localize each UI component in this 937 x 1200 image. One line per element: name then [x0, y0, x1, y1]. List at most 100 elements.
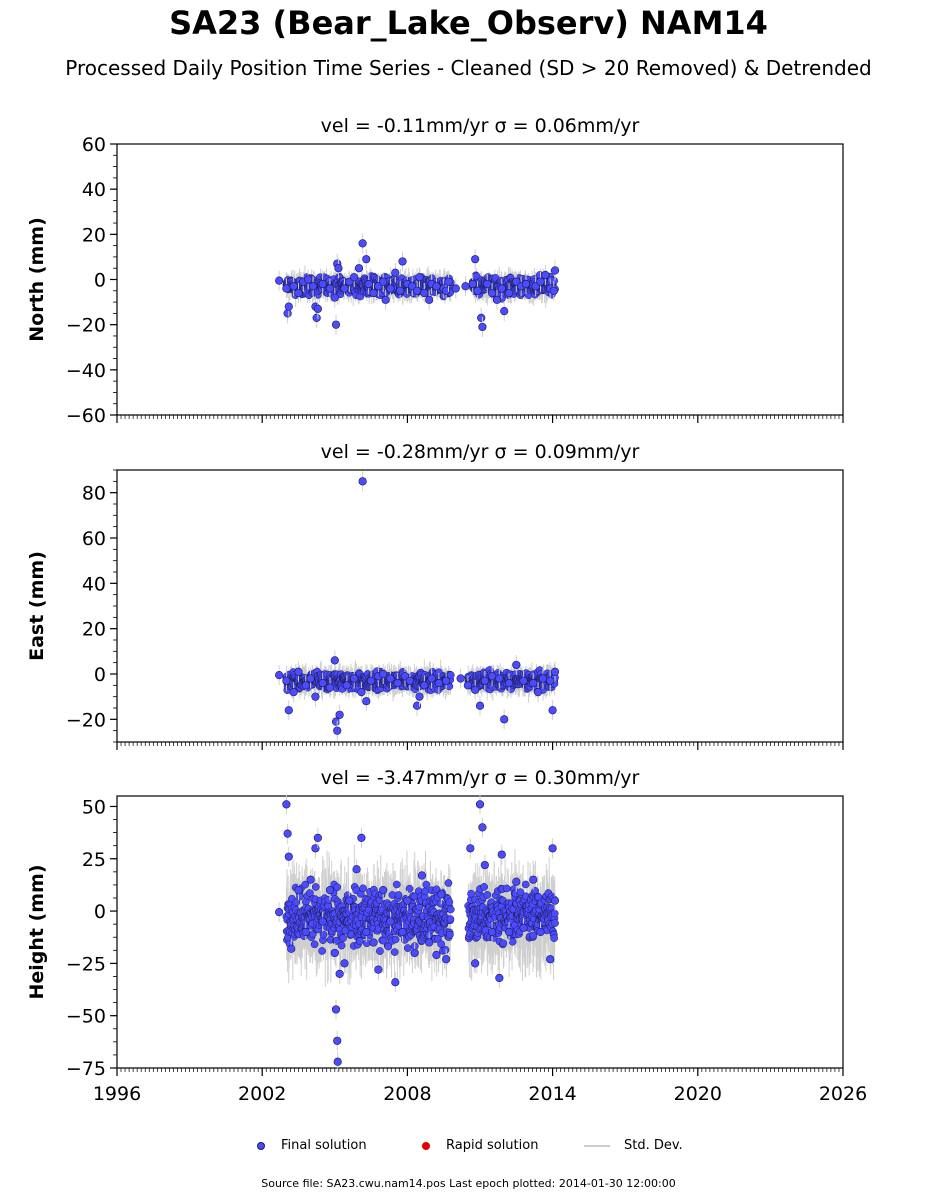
- data-point: [391, 268, 400, 277]
- data-point: [318, 279, 327, 289]
- data-point: [306, 674, 315, 683]
- data-point: [350, 674, 359, 683]
- data-point: [396, 286, 405, 295]
- panel-title: vel = -3.47mm/yr σ = 0.30mm/yr: [321, 767, 640, 789]
- data-point: [488, 672, 497, 681]
- data-point: [550, 667, 560, 676]
- y-tick-label: −25: [66, 953, 106, 975]
- panel-title: vel = -0.28mm/yr σ = 0.09mm/yr: [321, 441, 640, 463]
- data-point: [468, 279, 477, 289]
- data-point: [521, 279, 531, 289]
- data-point: [289, 688, 298, 697]
- data-point: [398, 257, 407, 266]
- data-point: [546, 676, 555, 685]
- data-point: [536, 277, 545, 286]
- data-point: [335, 710, 344, 719]
- data-point: [478, 322, 487, 332]
- data-point: [425, 295, 434, 304]
- data-point: [519, 676, 528, 685]
- data-point: [381, 295, 390, 304]
- y-tick-label: −20: [66, 709, 106, 731]
- data-point: [533, 688, 543, 697]
- data-point: [331, 320, 341, 329]
- data-point: [461, 282, 470, 291]
- data-point: [473, 286, 482, 295]
- data-point: [284, 706, 293, 715]
- figure-subtitle: Processed Daily Position Time Series - C…: [65, 56, 872, 80]
- data-point: [284, 302, 293, 311]
- data-point: [342, 681, 352, 690]
- data-point: [301, 681, 310, 690]
- y-tick-label: 40: [82, 179, 106, 201]
- data-point: [379, 277, 388, 286]
- data-point: [432, 282, 441, 291]
- x-tick-label: 2026: [819, 1083, 867, 1105]
- data-point: [330, 293, 339, 302]
- data-point: [294, 667, 303, 676]
- data-point: [313, 304, 322, 313]
- data-point: [358, 477, 367, 486]
- data-point: [420, 288, 429, 298]
- y-tick-label: 0: [94, 664, 106, 686]
- data-point: [442, 676, 451, 685]
- data-point: [415, 692, 424, 701]
- y-tick-label: 50: [82, 796, 106, 818]
- data-point: [500, 307, 509, 316]
- data-point: [334, 264, 343, 273]
- data-point: [386, 674, 395, 683]
- panel-title: vel = -0.11mm/yr σ = 0.06mm/yr: [321, 115, 640, 137]
- data-point: [477, 313, 486, 322]
- data-point: [386, 284, 395, 293]
- data-point: [497, 284, 506, 293]
- y-tick-label: 40: [82, 573, 106, 595]
- data-point: [504, 678, 514, 688]
- data-point: [480, 676, 489, 685]
- chart-panel-height: vel = -3.47mm/yr σ = 0.30mm/yr Height (mm…: [26, 767, 867, 1105]
- y-axis-label: Height (mm): [26, 864, 48, 999]
- data-point: [495, 674, 504, 683]
- data-point: [333, 726, 342, 735]
- data-point: [415, 273, 424, 282]
- data-point: [451, 284, 460, 293]
- time-series-charts: vel = -0.11mm/yr σ = 0.06mm/yr North (mm)…: [26, 115, 867, 1105]
- data-point: [471, 255, 480, 264]
- data-point: [529, 678, 538, 688]
- data-point: [282, 284, 291, 293]
- data-point: [475, 701, 485, 710]
- data-point: [500, 715, 509, 724]
- data-point: [325, 284, 335, 293]
- data-point: [331, 717, 341, 726]
- data-point: [304, 275, 313, 284]
- y-tick-label: −75: [66, 1058, 106, 1080]
- data-point: [318, 678, 327, 688]
- data-point: [549, 286, 558, 295]
- y-tick-label: −20: [66, 315, 106, 337]
- figure-title: SA23 (Bear_Lake_Observ) NAM14: [169, 4, 768, 42]
- data-point: [275, 276, 284, 285]
- data-point: [427, 674, 436, 683]
- data-point: [369, 288, 378, 298]
- data-point: [362, 697, 371, 706]
- data-point: [275, 671, 284, 680]
- data-point: [282, 676, 291, 685]
- data-point: [294, 288, 303, 298]
- data-point: [340, 284, 349, 293]
- series-final-solution: [275, 471, 560, 741]
- data-point: [483, 279, 492, 289]
- data-point: [550, 266, 560, 275]
- data-point: [308, 282, 318, 291]
- y-tick-label: 0: [94, 270, 106, 292]
- data-point: [311, 692, 320, 701]
- y-axis-label: North (mm): [26, 217, 48, 342]
- y-tick-label: 20: [82, 224, 106, 246]
- y-axis-label: East (mm): [26, 551, 48, 661]
- data-point: [379, 669, 388, 679]
- x-tick-label: 2002: [238, 1083, 286, 1105]
- series-final-solution: [275, 233, 560, 337]
- chart-panel-east: vel = -0.28mm/yr σ = 0.09mm/yr East (mm) 8…: [26, 441, 844, 750]
- data-point: [364, 279, 373, 289]
- data-point: [512, 660, 521, 670]
- data-point: [444, 277, 453, 286]
- x-tick-label: 2008: [383, 1083, 431, 1105]
- data-point: [330, 656, 339, 665]
